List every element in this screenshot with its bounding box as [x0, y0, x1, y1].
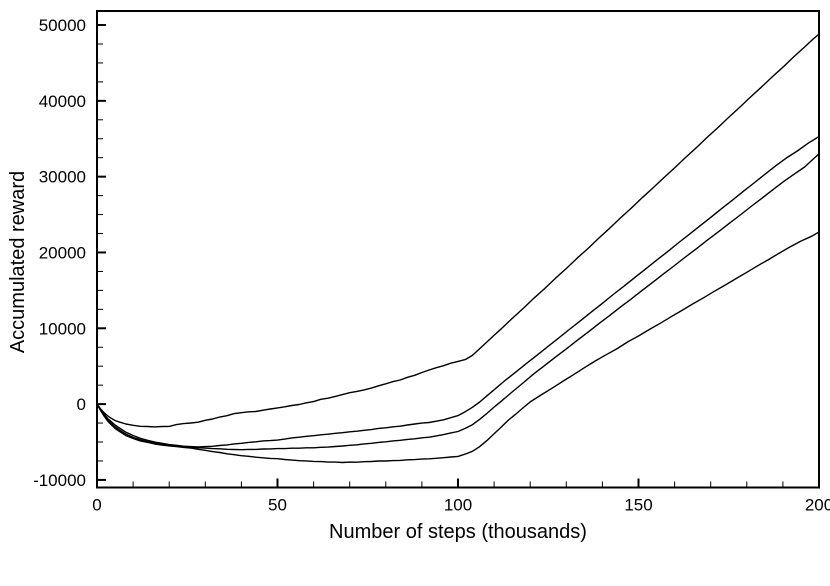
y-tick-label: 0: [77, 395, 86, 414]
curves: [96, 33, 820, 464]
reward-curve-curve-4-lowest-final: [96, 231, 820, 464]
plot-frame: [96, 10, 820, 489]
x-tick-label: 150: [624, 496, 652, 515]
axis-ticks: [96, 24, 820, 487]
y-tick-label: -10000: [33, 471, 86, 490]
x-tick-label: 50: [268, 496, 287, 515]
y-tick-label: 20000: [39, 243, 86, 262]
y-tick-label: 30000: [39, 168, 86, 187]
y-tick-label: 40000: [39, 92, 86, 111]
reward-curve-curve-3: [96, 153, 820, 451]
x-axis-title: Number of steps (thousands): [329, 521, 587, 543]
reward-curve-curve-2: [96, 135, 820, 448]
reward-curve-curve-1-highest-final: [96, 33, 820, 428]
y-tick-label: 50000: [39, 16, 86, 35]
x-tick-label: 200: [805, 496, 830, 515]
y-axis-title: Accumulated reward: [7, 171, 29, 353]
x-tick-label: 0: [92, 496, 101, 515]
x-tick-label: 100: [444, 496, 472, 515]
tick-labels: -10000 0 10000 20000 30000 40000 50000 0 50 100 15…: [33, 16, 830, 514]
y-tick-label: 10000: [39, 319, 86, 338]
